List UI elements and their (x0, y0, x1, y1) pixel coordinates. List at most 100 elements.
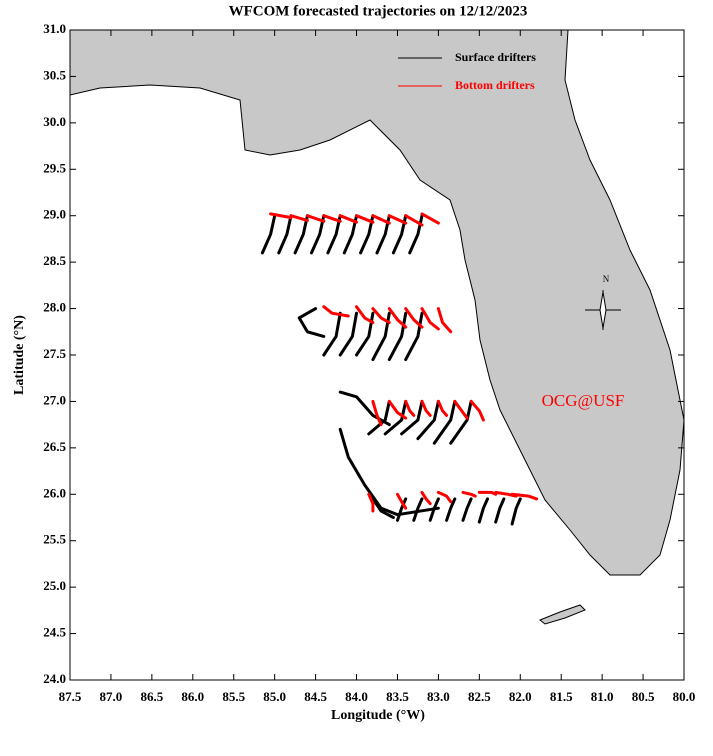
trajectory (453, 399, 469, 420)
trajectory (367, 492, 375, 513)
trajectory (338, 427, 440, 517)
x-tick-label: 81.0 (591, 689, 614, 704)
trajectory (494, 497, 506, 524)
x-tick-label: 87.5 (59, 689, 82, 704)
trajectory (436, 490, 453, 504)
trajectory (371, 307, 391, 324)
x-tick-label: 81.5 (550, 689, 573, 704)
x-tick-label: 86.0 (181, 689, 204, 704)
legend-label: Bottom drifters (455, 78, 535, 92)
trajectory (477, 497, 489, 524)
trajectory (367, 399, 391, 436)
trajectory (420, 490, 432, 506)
trajectory (404, 399, 416, 417)
annotation: OCG@USF (542, 391, 625, 410)
y-tick-label: 27.5 (43, 346, 66, 361)
trajectory (355, 214, 375, 224)
x-tick-label: 85.0 (263, 689, 286, 704)
trajectory (445, 497, 457, 522)
trajectory (400, 399, 424, 436)
trajectory (338, 214, 358, 224)
x-tick-label: 85.5 (222, 689, 245, 704)
y-tick-label: 31.0 (43, 21, 66, 36)
trajectory (387, 307, 408, 329)
trajectory (396, 492, 408, 510)
trajectory (510, 497, 522, 526)
trajectory (387, 311, 408, 362)
trajectory (371, 497, 395, 519)
trajectory (420, 307, 440, 331)
trajectory (322, 214, 342, 223)
trajectory (387, 399, 408, 420)
legend-label: Surface drifters (455, 50, 536, 64)
x-tick-label: 80.0 (673, 689, 696, 704)
y-tick-label: 30.0 (43, 114, 66, 129)
y-tick-label: 29.5 (43, 160, 66, 175)
y-tick-label: 24.0 (43, 671, 66, 686)
y-tick-label: 24.5 (43, 625, 66, 640)
trajectory (477, 490, 498, 496)
trajectory (371, 214, 391, 225)
trajectory (469, 399, 485, 422)
x-tick-label: 86.5 (140, 689, 163, 704)
y-tick-label: 28.0 (43, 300, 66, 315)
x-tick-label: 80.5 (632, 689, 655, 704)
trajectory (371, 399, 383, 427)
trajectory (449, 399, 473, 445)
trajectory (436, 307, 453, 334)
florida-land (69, 29, 685, 576)
x-tick-label: 87.0 (100, 689, 123, 704)
trajectory (404, 311, 424, 362)
trajectory (436, 399, 449, 417)
trajectory (404, 307, 424, 329)
trajectory (420, 212, 440, 225)
trajectory (322, 305, 350, 318)
y-tick-label: 25.0 (43, 578, 66, 593)
y-tick-label: 26.0 (43, 485, 66, 500)
trajectory (277, 214, 293, 255)
y-tick-label: 28.5 (43, 253, 66, 268)
compass: N (585, 274, 621, 330)
trajectory (305, 214, 326, 223)
trajectory (289, 214, 309, 222)
trajectory (338, 390, 391, 427)
y-tick-label: 29.0 (43, 207, 66, 222)
trajectory (510, 492, 539, 501)
x-tick-label: 82.0 (509, 689, 532, 704)
trajectory (432, 399, 457, 445)
y-tick-label: 27.0 (43, 392, 66, 407)
compass-star (599, 291, 607, 329)
trajectory (461, 497, 473, 522)
x-tick-label: 83.0 (427, 689, 450, 704)
x-tick-label: 83.5 (386, 689, 409, 704)
trajectory (383, 399, 408, 436)
trajectory (416, 399, 440, 441)
plot-area (260, 212, 539, 526)
trajectory (404, 214, 424, 227)
trajectory (461, 490, 477, 498)
y-tick-label: 26.5 (43, 439, 66, 454)
land (69, 29, 685, 625)
trajectory (420, 399, 432, 417)
trajectory (428, 497, 440, 522)
trajectory (269, 212, 293, 220)
keys (539, 604, 586, 625)
y-tick-label: 25.5 (43, 532, 66, 547)
x-axis-label: Longitude (°W) (331, 708, 425, 723)
trajectory (297, 307, 326, 338)
trajectory (322, 311, 342, 357)
y-tick-label: 30.5 (43, 67, 66, 82)
trajectory (408, 214, 424, 255)
trajectory (396, 497, 408, 522)
trajectory (387, 214, 408, 225)
trajectory (412, 497, 424, 522)
trajectory (338, 311, 358, 357)
x-tick-label: 84.0 (345, 689, 368, 704)
x-tick-label: 84.5 (304, 689, 327, 704)
compass-label: N (603, 274, 610, 284)
y-axis-label: Latitude (°N) (12, 315, 27, 395)
trajectory (260, 214, 277, 255)
chart-title: WFCOM forecasted trajectories on 12/12/2… (229, 3, 528, 19)
trajectory (355, 305, 375, 324)
